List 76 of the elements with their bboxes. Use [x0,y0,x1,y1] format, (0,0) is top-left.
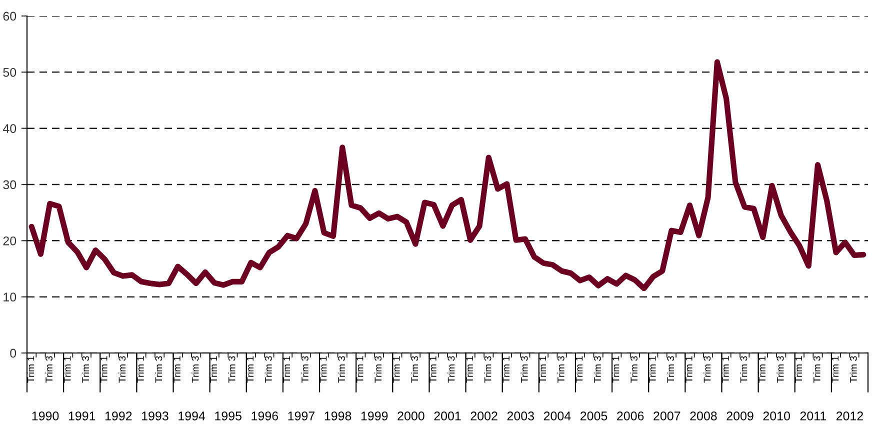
text: 2012 [836,412,863,420]
x-tick-label: Trim 1 [576,356,583,383]
x-tick-label: Trim 1 [722,356,729,383]
x-tick-label: Trim 1 [794,356,802,383]
text: 2000 [398,412,424,420]
x-tick-label: Trim 1 [502,356,510,383]
y-tick-label: 60 [3,12,16,21]
x-tick-label: Trim 3 [338,356,345,383]
text: 2009 [726,412,754,420]
x-tick-label: Trim 3 [850,356,857,383]
x-tick-label: Trim 1 [538,356,546,383]
x-tick-label: Trim 3 [740,356,748,383]
x-tick-label: Trim 1 [429,356,436,383]
text: 1994 [178,412,206,420]
x-tick-label: Trim 1 [246,356,254,383]
text: 1996 [252,412,278,420]
x-tick-label: Trim 1 [648,356,656,383]
y-tick-label: 40 [2,124,16,133]
text: 2007 [654,412,680,420]
x-tick-label: Trim 1 [612,356,620,383]
y-tick-label: 30 [3,180,16,190]
text: 2006 [617,412,644,420]
x-tick-label: Trim 3 [228,356,236,383]
text: 1993 [142,412,168,420]
x-tick-label: Trim 3 [520,356,528,383]
x-tick-label: Trim 3 [192,356,199,383]
x-tick-label: Trim 3 [82,356,90,383]
x-tick-label: Trim 3 [813,356,820,383]
x-tick-label: Trim 3 [45,356,52,383]
text: 2011 [800,412,826,420]
text: 2003 [507,412,534,420]
y-tick-label: 10 [4,292,16,302]
text: 1998 [324,412,352,420]
x-tick-label: Trim 1 [136,356,144,383]
text: 1995 [215,412,242,420]
y-tick-label: 50 [3,68,16,77]
x-tick-label: Trim 3 [630,356,638,383]
text: 2001 [434,412,461,420]
x-tick-label: Trim 3 [703,356,711,383]
text: 2002 [470,412,498,420]
x-tick-label: Trim 3 [557,356,564,383]
x-tick-label: Trim 1 [27,356,34,383]
x-tick-label: Trim 3 [594,356,601,383]
x-tick-label: Trim 3 [301,356,308,383]
text: 2010 [763,412,790,420]
x-tick-label: Trim 1 [173,356,180,383]
x-tick-label: Trim 3 [776,356,784,383]
text: 1992 [105,412,132,420]
x-tick-label: Trim 1 [356,356,364,383]
text: 1999 [361,412,388,420]
x-tick-label: Trim 1 [831,356,839,383]
x-tick-label: Trim 1 [758,356,766,383]
x-tick-label: Trim 1 [100,356,108,383]
x-tick-label: Trim 1 [320,356,327,383]
text: 1990 [32,412,59,420]
x-tick-label: Trim 3 [448,356,455,383]
x-tick-label: Trim 3 [666,356,674,383]
text: 2004 [544,412,571,420]
y-tick-label: 0 [10,348,16,358]
text: 1991 [68,412,96,420]
x-tick-label: Trim 1 [282,356,290,383]
x-tick-label: Trim 1 [392,356,400,383]
y-tick-label: 20 [3,236,16,246]
text: 2008 [690,412,717,420]
x-tick-label: Trim 1 [210,356,217,383]
x-tick-label: Trim 3 [410,356,418,383]
x-tick-label: Trim 3 [118,356,126,383]
x-tick-label: Trim 3 [155,356,162,383]
x-tick-label: Trim 3 [484,356,492,383]
x-tick-label: Trim 3 [264,356,272,383]
x-tick-label: Trim 1 [64,356,71,383]
x-tick-label: Trim 1 [685,356,692,383]
x-tick-label: Trim 1 [466,356,473,383]
text: 2005 [580,412,608,420]
x-tick-label: Trim 3 [374,356,382,383]
text: 1997 [288,412,315,420]
